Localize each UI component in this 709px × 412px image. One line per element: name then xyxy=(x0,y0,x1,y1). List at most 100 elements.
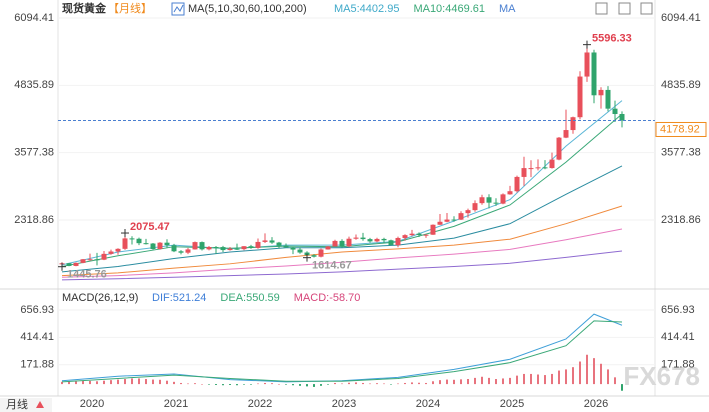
x-tick-label: 2024 xyxy=(416,398,440,410)
candle-body xyxy=(549,159,555,169)
candle-body xyxy=(388,240,394,246)
candle-body xyxy=(360,237,366,240)
macd-bar xyxy=(159,379,161,385)
candle-body xyxy=(108,251,114,254)
candle-body xyxy=(136,238,142,244)
candle-body xyxy=(129,238,135,240)
macd-bar xyxy=(495,379,497,385)
candle-body xyxy=(87,259,93,261)
candle-body xyxy=(276,242,282,246)
macd-bar xyxy=(68,381,70,385)
macd-bar xyxy=(488,377,490,385)
macd-line xyxy=(61,313,623,383)
indicator-icon-line xyxy=(173,4,184,13)
macd-bar xyxy=(236,384,238,386)
candle-body xyxy=(367,239,373,242)
macd-bar xyxy=(383,383,385,385)
indicator-icon[interactable] xyxy=(171,2,185,16)
annotation: 5596.33 xyxy=(592,33,632,45)
ma-line xyxy=(61,250,623,281)
toolbar-icons[interactable] xyxy=(595,2,653,15)
candle-body xyxy=(374,238,380,242)
macd-bar xyxy=(432,381,434,385)
macd-bar xyxy=(271,383,273,385)
candle-body xyxy=(157,242,163,250)
macd-bar xyxy=(138,378,140,385)
macd-y-tick-label: 656.93 xyxy=(20,304,54,316)
macd-bar xyxy=(320,384,322,386)
macd-bar xyxy=(348,382,350,385)
icon[interactable] xyxy=(595,2,608,15)
period-button-arrow[interactable] xyxy=(36,401,44,408)
macd-bar xyxy=(152,379,154,385)
candle-body xyxy=(185,249,191,253)
candle-body xyxy=(318,249,324,257)
candle-body xyxy=(290,247,296,250)
icon[interactable] xyxy=(618,2,631,15)
candle-body xyxy=(325,246,331,250)
macd-bar xyxy=(446,379,448,385)
macd-bar xyxy=(593,358,595,385)
macd-bar xyxy=(250,384,252,385)
candle-body xyxy=(577,76,583,118)
macd-bar xyxy=(243,384,245,385)
macd-bar xyxy=(614,377,616,385)
macd-bar xyxy=(201,384,203,385)
annotation: 2075.47 xyxy=(130,221,170,233)
candle-body xyxy=(234,248,240,250)
macd-bar xyxy=(327,384,329,385)
macd-bar xyxy=(215,384,217,386)
candle-body xyxy=(143,243,149,245)
ma-readout: MA5:4402.95 xyxy=(334,3,399,15)
macd-bar xyxy=(460,379,462,385)
macd-readout: MACD:-58.70 xyxy=(294,292,361,304)
macd-bar xyxy=(516,375,518,385)
candle-body xyxy=(66,263,72,266)
candle-body xyxy=(542,167,548,169)
annotation: 1614.67 xyxy=(312,260,352,272)
macd-y-tick-label-right: 171.88 xyxy=(661,359,695,371)
macd-bar xyxy=(551,373,553,385)
annotation: 1445.76 xyxy=(67,269,107,281)
icon[interactable] xyxy=(640,2,653,15)
watermark: FX678 xyxy=(623,361,700,391)
candle-body xyxy=(115,248,121,252)
period-button-bg[interactable] xyxy=(0,398,52,412)
period-button[interactable]: 月线 xyxy=(6,397,28,411)
x-tick-label: 2026 xyxy=(584,398,608,410)
macd-bar xyxy=(180,382,182,385)
macd-bar xyxy=(530,373,532,385)
macd-bar xyxy=(110,380,112,385)
macd-bar xyxy=(425,382,427,385)
candle-body xyxy=(220,247,226,251)
candle-body xyxy=(493,202,499,204)
macd-y-tick-label-right: 414.41 xyxy=(661,331,695,343)
macd-bar xyxy=(600,363,602,385)
macd-line xyxy=(61,320,623,383)
x-tick-label: 2022 xyxy=(248,398,272,410)
candle-body xyxy=(619,114,625,121)
period-label[interactable]: 【月线】 xyxy=(108,1,152,15)
y-tick-label-right: 3577.38 xyxy=(661,147,701,159)
candle-body xyxy=(150,243,156,250)
macd-bar xyxy=(75,381,77,385)
macd-y-tick-label-right: 656.93 xyxy=(661,304,695,316)
candle-body xyxy=(402,235,408,238)
y-tick-label: 6094.41 xyxy=(14,12,54,24)
candle-body xyxy=(563,130,569,138)
y-tick-label: 2318.86 xyxy=(14,214,54,226)
candle-body xyxy=(241,246,247,250)
macd-bar xyxy=(229,384,231,386)
macd-bar xyxy=(355,382,357,385)
candle-body xyxy=(591,52,597,96)
y-tick-label: 3577.38 xyxy=(14,147,54,159)
candle-body xyxy=(192,242,198,250)
candle-body xyxy=(164,242,170,246)
candle-body xyxy=(528,168,534,170)
candle-body xyxy=(444,219,450,222)
macd-bar xyxy=(558,370,560,385)
y-tick-label-right: 6094.41 xyxy=(661,12,701,24)
macd-readout: DIF:521.24 xyxy=(152,292,206,304)
macd-bar xyxy=(187,383,189,385)
